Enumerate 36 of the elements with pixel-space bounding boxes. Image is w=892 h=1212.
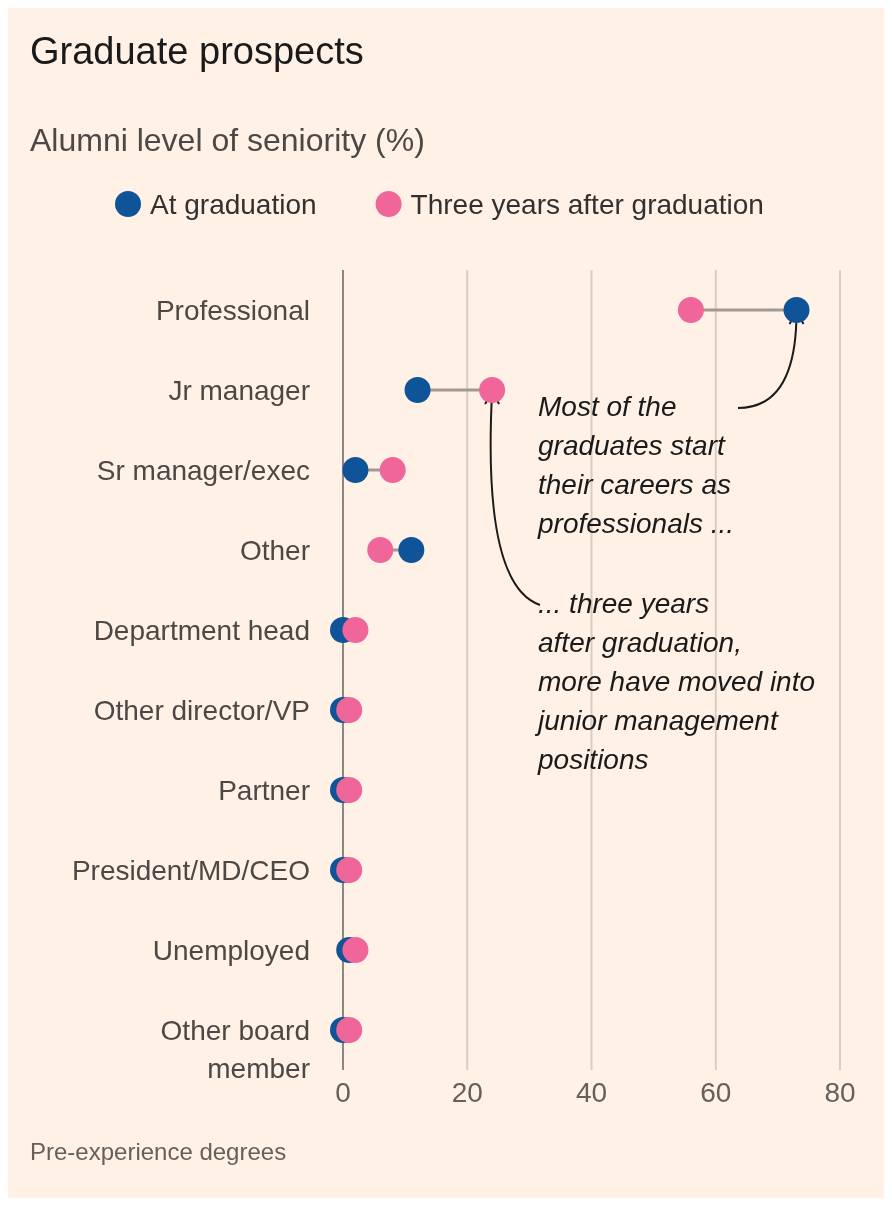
- x-tick-label: 60: [700, 1077, 732, 1108]
- point: [379, 457, 406, 483]
- y-tick-label: Other: [239, 535, 310, 566]
- x-tick-label: 40: [575, 1077, 608, 1108]
- point: [404, 377, 431, 403]
- point: [783, 297, 810, 323]
- y-tick-label: Other board member: [160, 1015, 310, 1084]
- y-tick-label: Partner: [218, 775, 310, 806]
- point: [336, 857, 363, 883]
- y-tick-label: Other director/VP: [93, 695, 310, 726]
- y-tick-label: Jr manager: [168, 375, 310, 406]
- y-tick-label: Unemployed: [152, 935, 310, 966]
- y-tick-label: Professional: [155, 295, 310, 326]
- x-tick-label: 20: [451, 1077, 483, 1108]
- point: [342, 937, 369, 963]
- point: [398, 537, 425, 563]
- annotation: ... three years after graduation, more have moved into junior management positions: [534, 588, 816, 775]
- point: [336, 697, 363, 723]
- annotation: Most of the graduates start their careers as professionals ...: [537, 391, 735, 539]
- point: [367, 537, 394, 563]
- point: [479, 377, 506, 403]
- y-tick-label: Department head: [93, 615, 310, 646]
- point: [342, 617, 369, 643]
- point: [342, 457, 369, 483]
- point: [677, 297, 704, 323]
- text: Pre-experience degrees: [30, 1138, 287, 1165]
- chart-subtitle: Alumni level of seniority (%): [30, 122, 425, 158]
- legend-label: At graduation: [150, 189, 317, 220]
- chart-title: Graduate prospects: [30, 30, 364, 72]
- point: [336, 777, 363, 803]
- y-tick-label: Sr manager/exec: [96, 455, 310, 486]
- point: [336, 1017, 363, 1043]
- x-tick-label: 0: [335, 1077, 351, 1108]
- legend-label: Three years after graduation: [410, 189, 764, 220]
- x-tick-label: 80: [824, 1077, 856, 1108]
- y-tick-label: President/MD/CEO: [71, 855, 310, 886]
